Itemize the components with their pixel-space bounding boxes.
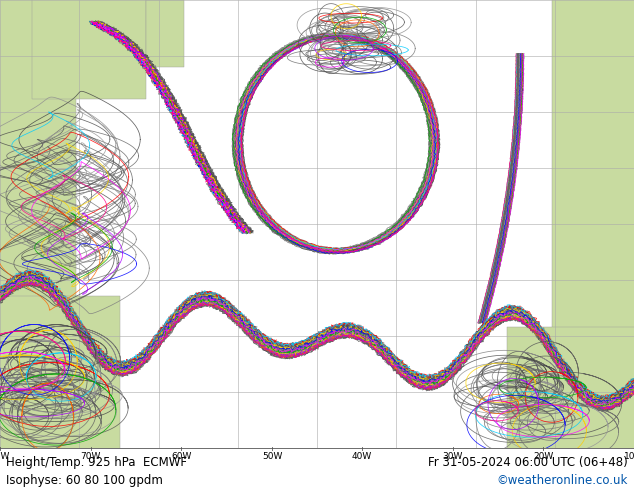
Text: 10W: 10W	[624, 452, 634, 461]
Text: 30W: 30W	[443, 452, 463, 461]
FancyBboxPatch shape	[0, 0, 76, 448]
Text: 20W: 20W	[533, 452, 553, 461]
FancyBboxPatch shape	[0, 296, 120, 453]
FancyBboxPatch shape	[32, 0, 146, 98]
FancyBboxPatch shape	[507, 327, 634, 453]
FancyBboxPatch shape	[146, 0, 184, 67]
Text: 80W: 80W	[0, 452, 10, 461]
FancyBboxPatch shape	[552, 0, 634, 448]
Text: 60W: 60W	[171, 452, 191, 461]
Text: Fr 31-05-2024 06:00 UTC (06+48): Fr 31-05-2024 06:00 UTC (06+48)	[428, 456, 628, 469]
Text: 50W: 50W	[262, 452, 282, 461]
Text: 40W: 40W	[352, 452, 372, 461]
Text: Isophyse: 60 80 100 gpdm: Isophyse: 60 80 100 gpdm	[6, 474, 163, 488]
Text: Height/Temp. 925 hPa  ECMWF: Height/Temp. 925 hPa ECMWF	[6, 456, 187, 469]
Text: ©weatheronline.co.uk: ©weatheronline.co.uk	[496, 474, 628, 488]
Text: 70W: 70W	[81, 452, 101, 461]
